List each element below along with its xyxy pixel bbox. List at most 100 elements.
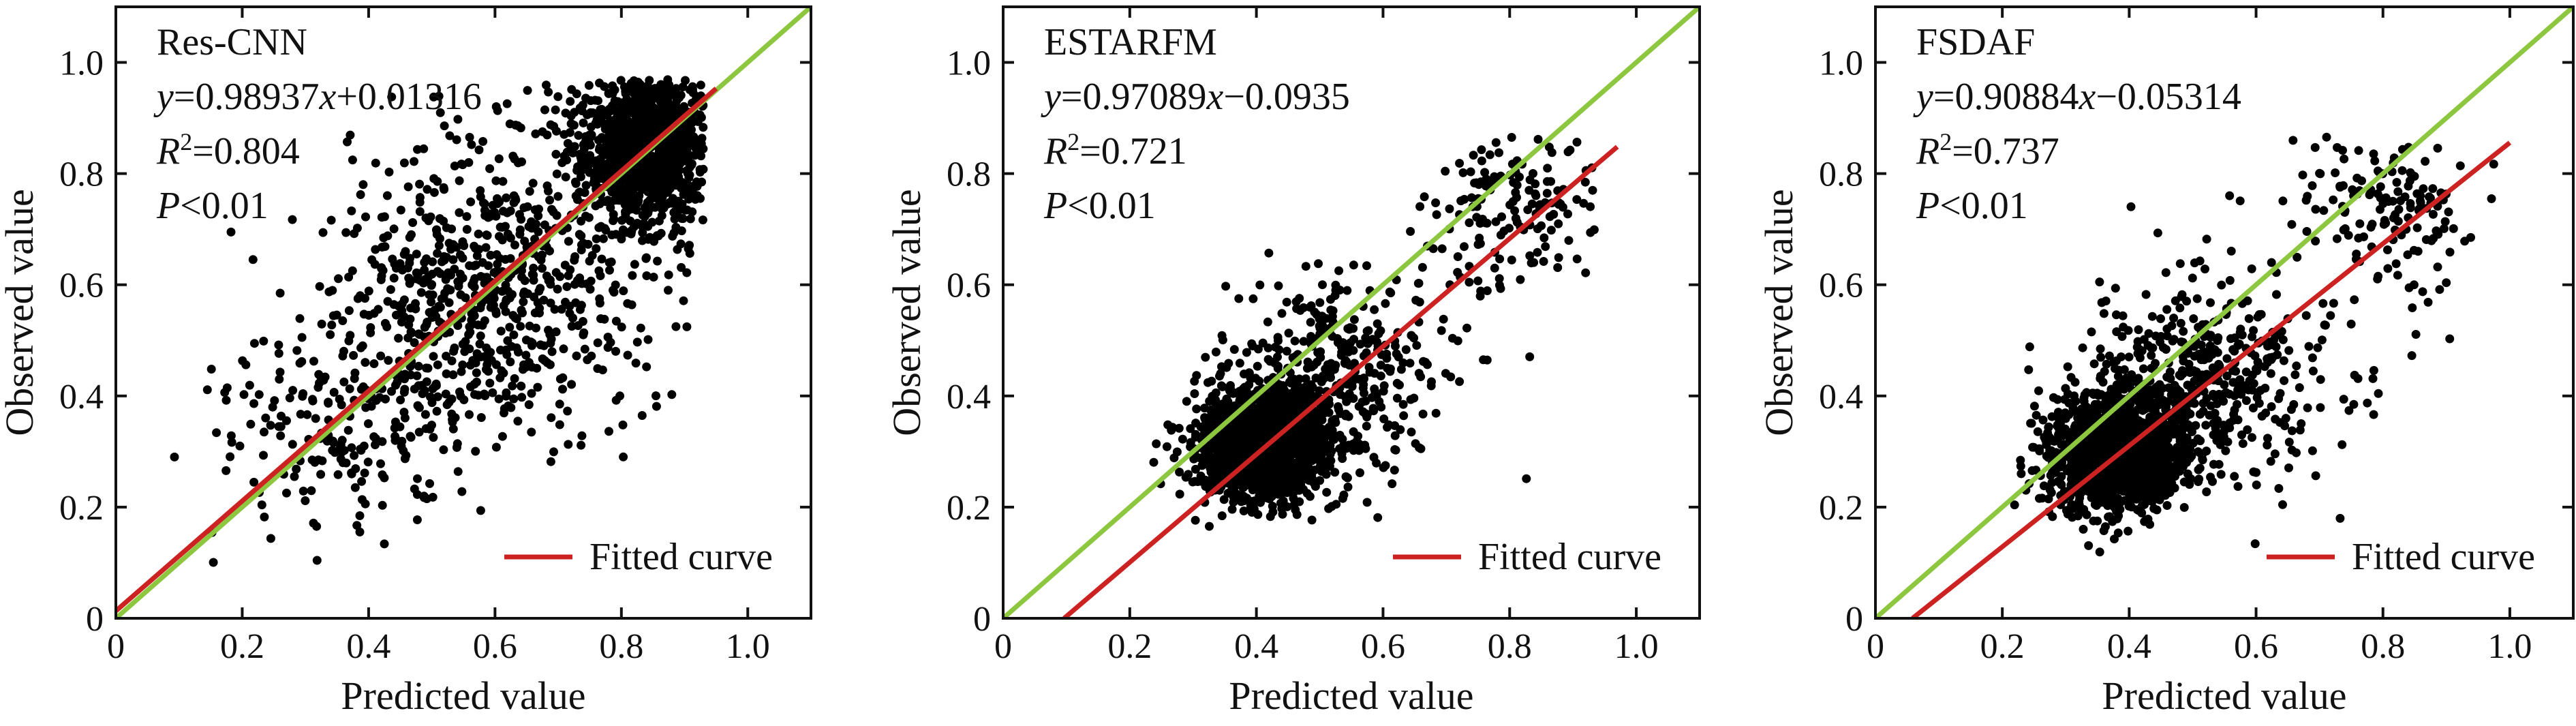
data-point — [2027, 419, 2036, 428]
y-tick-label: 0.6 — [59, 267, 104, 305]
data-point — [1373, 513, 1383, 522]
data-point — [475, 339, 485, 349]
data-point — [652, 231, 662, 241]
data-point — [630, 183, 640, 192]
data-point — [1358, 397, 1367, 407]
data-point — [391, 380, 400, 390]
data-point — [1490, 172, 1499, 181]
data-point — [1355, 339, 1365, 349]
data-point — [1312, 410, 1321, 419]
data-point — [603, 343, 613, 352]
data-point — [470, 241, 479, 251]
data-point — [360, 468, 369, 478]
data-point — [664, 140, 674, 149]
data-point — [638, 221, 647, 230]
data-point — [2147, 312, 2157, 321]
data-point — [1317, 450, 1326, 459]
data-point — [1415, 202, 1425, 211]
data-point — [1274, 460, 1283, 470]
data-point — [637, 178, 647, 187]
data-point — [459, 241, 469, 250]
data-point — [386, 285, 395, 294]
data-point — [481, 351, 491, 361]
data-point — [481, 243, 491, 252]
data-point — [288, 386, 298, 395]
data-point — [600, 314, 609, 324]
data-point — [1280, 448, 1289, 457]
data-point — [336, 454, 346, 464]
data-point — [2383, 245, 2392, 254]
data-point — [513, 417, 523, 426]
data-point — [433, 360, 442, 369]
data-point — [606, 203, 615, 213]
data-point — [410, 484, 419, 494]
data-point — [664, 270, 673, 279]
data-point — [638, 132, 647, 141]
data-point — [2391, 259, 2401, 269]
data-point — [1266, 453, 1276, 463]
data-point — [2177, 290, 2187, 299]
data-point — [2304, 342, 2314, 351]
data-point — [678, 82, 688, 91]
data-point — [355, 511, 365, 520]
data-point — [347, 468, 356, 478]
data-point — [416, 288, 426, 297]
data-point — [1373, 337, 1382, 347]
data-point — [491, 176, 501, 185]
data-point — [570, 108, 579, 117]
data-point — [260, 427, 269, 437]
data-point — [1210, 458, 1219, 468]
data-point — [2048, 512, 2057, 521]
data-point — [1242, 348, 1251, 357]
data-point — [343, 137, 352, 147]
data-point — [285, 393, 294, 403]
data-point — [1295, 497, 1304, 506]
data-point — [1494, 148, 1503, 157]
data-point — [1246, 374, 1255, 383]
data-point — [1394, 352, 1403, 362]
data-point — [356, 190, 365, 199]
data-point — [312, 556, 322, 565]
data-point — [1381, 461, 1390, 470]
data-point — [441, 389, 450, 399]
data-point — [422, 320, 431, 329]
data-point — [349, 350, 358, 360]
p-value: P<0.01 — [1043, 185, 1156, 227]
data-point — [497, 432, 507, 441]
r2-symbol: R — [156, 130, 180, 172]
data-point — [2010, 500, 2019, 510]
data-point — [1572, 195, 1582, 205]
data-point — [624, 188, 633, 197]
data-point — [1482, 218, 1492, 228]
data-point — [364, 286, 373, 296]
x-axis-title: Predicted value — [1229, 674, 1473, 718]
data-point — [632, 337, 642, 347]
data-point — [2192, 294, 2202, 303]
data-point — [1522, 474, 1531, 483]
data-point — [619, 452, 628, 462]
data-point — [2038, 415, 2048, 425]
data-point — [2311, 237, 2320, 246]
data-point — [2153, 228, 2162, 238]
data-point — [2267, 258, 2276, 267]
data-point — [2337, 440, 2347, 449]
data-point — [1258, 419, 1268, 429]
data-point — [459, 395, 469, 404]
data-point — [682, 322, 692, 331]
data-point — [2413, 247, 2423, 256]
x-axis-title: Predicted value — [341, 674, 585, 718]
data-point — [606, 153, 615, 163]
data-point — [369, 432, 379, 442]
data-point — [1200, 413, 1210, 422]
data-point — [1278, 496, 1288, 506]
data-point — [467, 320, 476, 329]
data-point — [1234, 294, 1244, 303]
data-point — [465, 327, 475, 337]
data-point — [1218, 335, 1227, 345]
data-point — [1336, 390, 1345, 399]
data-point — [502, 193, 511, 202]
data-point — [551, 105, 560, 115]
data-point — [1376, 326, 1385, 335]
r-squared: R2=0.804 — [156, 128, 300, 172]
data-point — [364, 419, 373, 428]
